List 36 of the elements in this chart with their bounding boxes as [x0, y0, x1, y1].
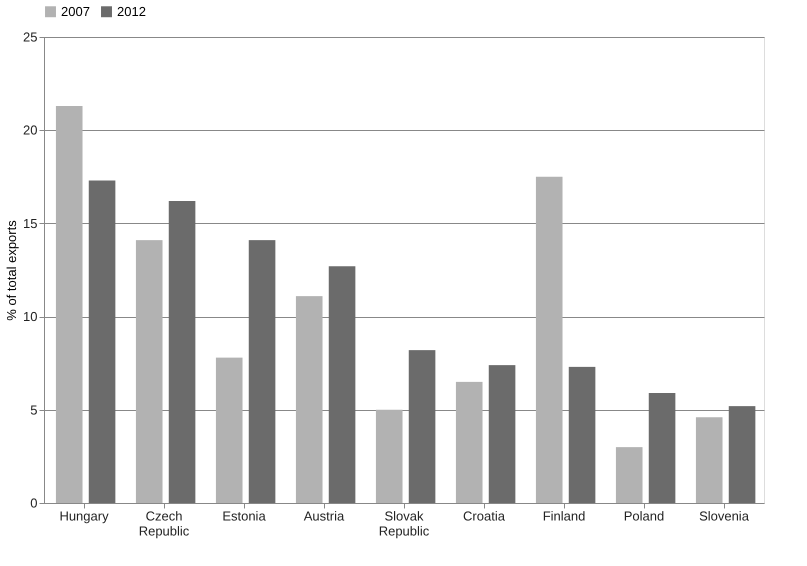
legend-label: 2007	[61, 4, 90, 19]
y-tick-label: 0	[30, 496, 38, 510]
bar	[136, 240, 163, 503]
y-tick-label: 10	[23, 309, 38, 324]
bar	[568, 366, 596, 503]
x-tick-label: Slovak Republic	[378, 508, 430, 538]
bar	[456, 382, 483, 503]
x-tick-label: Croatia	[463, 508, 506, 524]
x-tick-label: Estonia	[222, 508, 266, 524]
y-tick-label: 25	[23, 30, 38, 44]
bar	[728, 406, 756, 503]
legend-label: 2012	[117, 4, 146, 19]
bar	[296, 296, 323, 503]
x-tick-label: Poland	[624, 508, 664, 524]
y-axis-title: % of total exports	[4, 220, 20, 321]
bar	[376, 410, 403, 503]
bar	[616, 447, 643, 503]
x-tick-label: Slovenia	[699, 508, 750, 524]
bar	[328, 266, 356, 503]
bar	[488, 365, 516, 503]
x-tick-label: Hungary	[59, 508, 110, 524]
bar	[648, 393, 676, 503]
x-tick-label: Czech Republic	[138, 508, 190, 538]
bar	[408, 350, 436, 503]
y-tick-label: 5	[30, 402, 38, 418]
y-tick-label: 20	[23, 122, 38, 138]
bar	[88, 180, 116, 503]
bar	[216, 358, 243, 503]
x-tick-label: Finland	[542, 508, 586, 524]
bar	[168, 201, 196, 503]
bar	[248, 240, 276, 503]
bar	[696, 417, 723, 503]
y-tick-label: 15	[23, 216, 38, 231]
x-tick-label: Austria	[304, 508, 345, 524]
bar	[56, 106, 83, 503]
bar	[536, 176, 563, 503]
